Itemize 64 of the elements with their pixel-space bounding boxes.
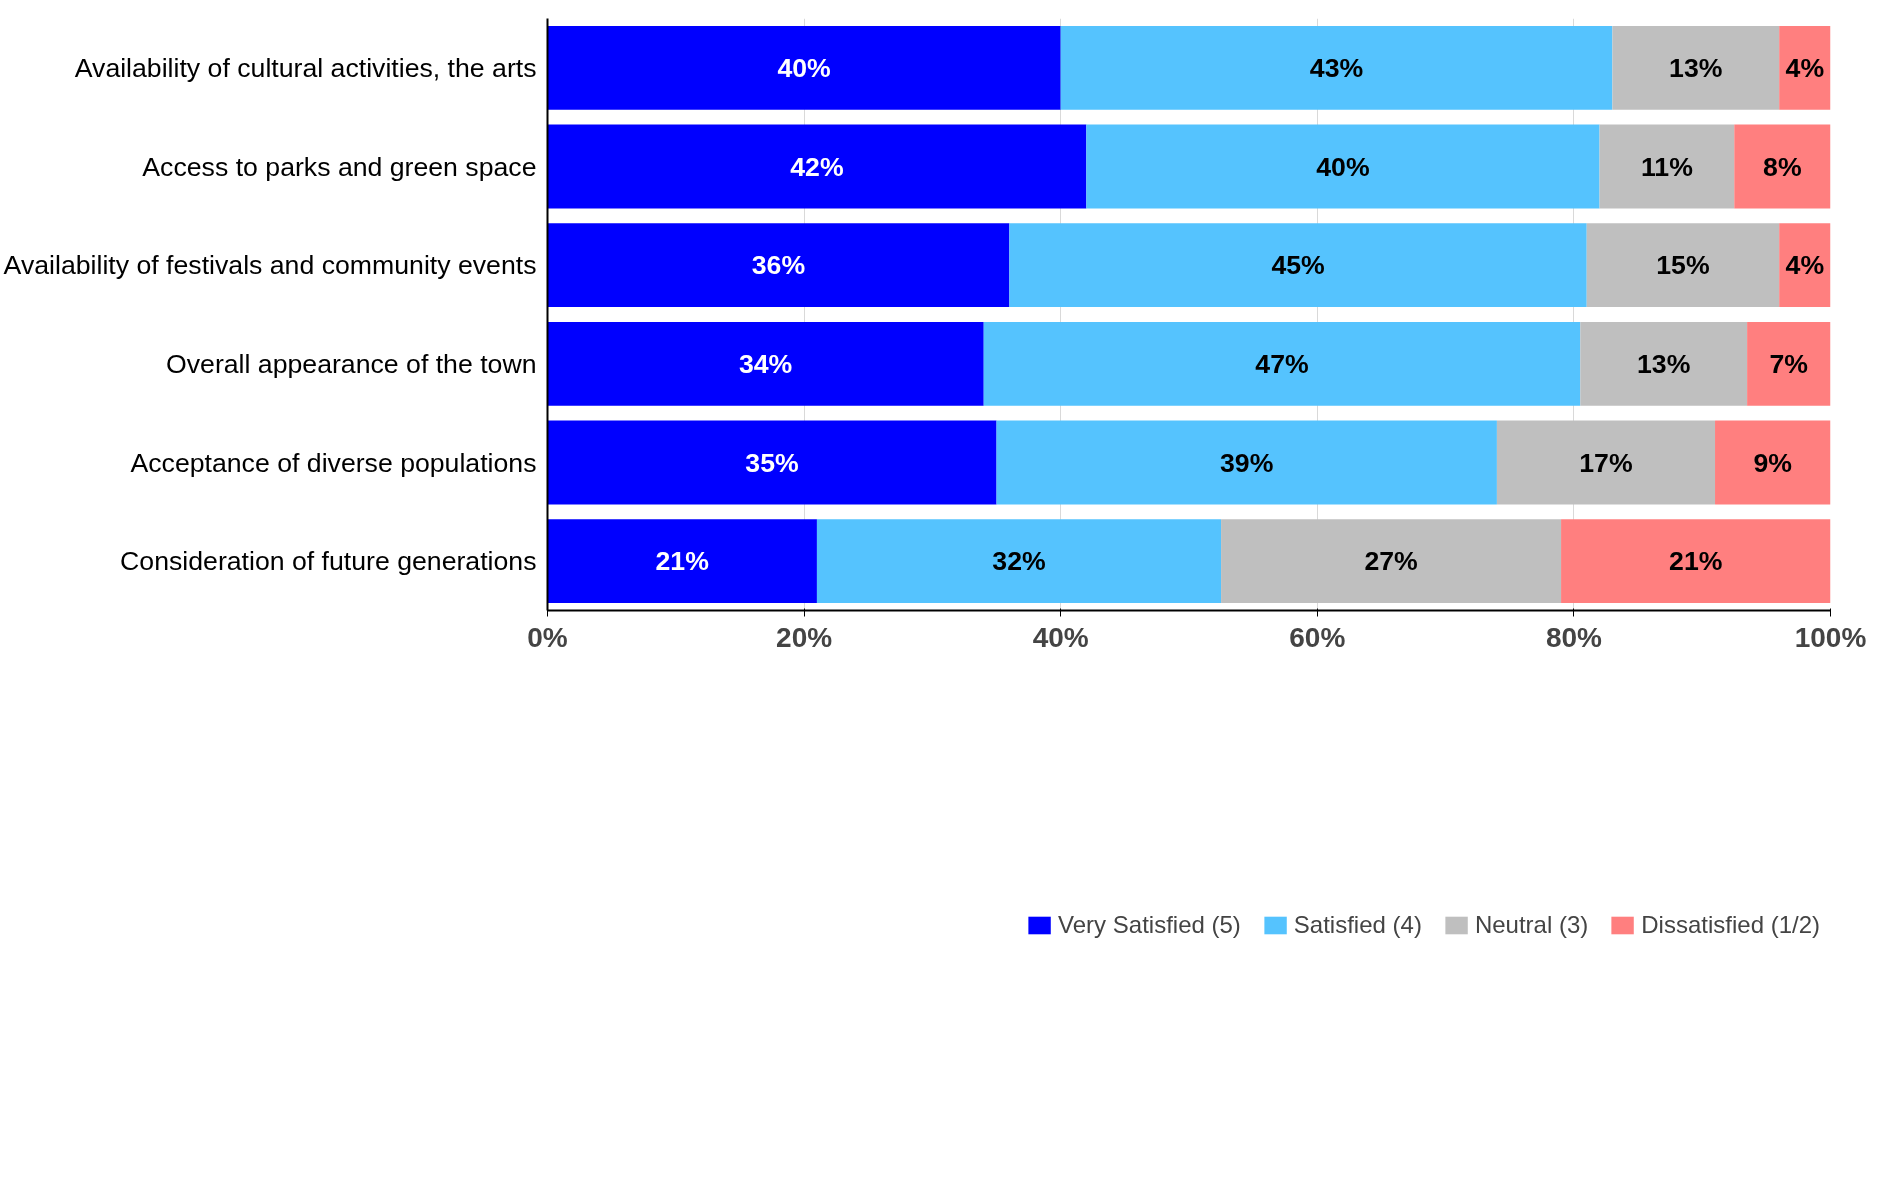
bar xyxy=(1779,223,1831,308)
y-tick-label: Availability of festivals and community events xyxy=(3,250,537,281)
data-label: 4% xyxy=(1785,250,1825,281)
bar xyxy=(1060,25,1613,110)
bar xyxy=(1747,321,1831,406)
y-tick-label: Acceptance of diverse populations xyxy=(130,447,537,478)
bar xyxy=(1599,124,1735,209)
data-label: 15% xyxy=(1656,250,1710,281)
x-tick-label: 0% xyxy=(527,621,568,653)
data-label: 17% xyxy=(1579,447,1633,478)
bar xyxy=(547,223,1010,308)
data-label: 39% xyxy=(1220,447,1274,478)
data-label: 32% xyxy=(992,546,1046,577)
bar xyxy=(1086,124,1600,209)
y-tick-label: Availability of cultural activities, the arts xyxy=(74,52,537,83)
bar xyxy=(1221,519,1562,604)
y-tick-label: Consideration of future generations xyxy=(120,546,537,577)
data-label: 47% xyxy=(1255,348,1309,379)
bar xyxy=(996,420,1497,505)
bar xyxy=(547,124,1087,209)
x-tick-label: 80% xyxy=(1545,621,1603,653)
data-label: 7% xyxy=(1769,348,1809,379)
data-label: 36% xyxy=(751,250,806,281)
x-tick-label: 60% xyxy=(1289,621,1346,653)
bar xyxy=(1580,321,1748,406)
legend-label: Dissatisfied (1/2) xyxy=(1641,911,1820,939)
bar xyxy=(1561,519,1831,604)
data-label: 27% xyxy=(1364,546,1418,577)
data-label: 43% xyxy=(1309,52,1364,83)
data-label: 11% xyxy=(1640,151,1693,182)
data-label: 9% xyxy=(1753,447,1793,478)
bar xyxy=(1715,420,1831,505)
data-label: 13% xyxy=(1637,348,1691,379)
legend-label: Satisfied (4) xyxy=(1293,911,1422,939)
x-tick-label: 100% xyxy=(1794,621,1867,653)
bar xyxy=(1009,223,1587,308)
data-label: 21% xyxy=(1669,546,1723,577)
x-tick-label: 20% xyxy=(776,621,833,653)
bar xyxy=(547,519,817,604)
bar xyxy=(547,321,984,406)
data-label: 40% xyxy=(777,52,831,83)
data-label: 40% xyxy=(1316,151,1370,182)
data-label: 35% xyxy=(745,447,799,478)
y-tick-label: Access to parks and green space xyxy=(142,151,537,182)
bar xyxy=(816,519,1222,604)
data-label: 42% xyxy=(790,151,844,182)
data-label: 45% xyxy=(1271,250,1325,281)
data-label: 4% xyxy=(1785,52,1825,83)
bar xyxy=(547,25,1061,110)
y-tick-label: Overall appearance of the town xyxy=(166,348,537,379)
bar xyxy=(1586,223,1780,308)
x-tick-label: 40% xyxy=(1032,621,1089,653)
bar xyxy=(547,420,997,505)
data-label: 13% xyxy=(1669,52,1723,83)
legend-label: Very Satisfied (5) xyxy=(1058,911,1241,939)
bar xyxy=(1496,420,1716,505)
data-label: 8% xyxy=(1763,151,1802,182)
data-label: 21% xyxy=(655,546,709,577)
data-label: 34% xyxy=(738,348,793,379)
bar xyxy=(1612,25,1780,110)
legend-label: Neutral (3) xyxy=(1474,911,1589,939)
bar xyxy=(983,321,1581,406)
bar xyxy=(1734,124,1831,209)
bar xyxy=(1779,25,1831,110)
